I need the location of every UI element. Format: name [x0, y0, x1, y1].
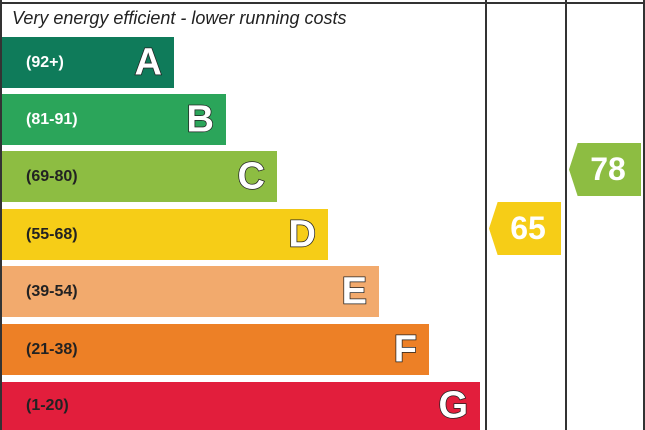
- band-letter: C: [237, 154, 266, 198]
- potential-rating-badge: 78: [569, 143, 641, 196]
- band-letter: F: [393, 327, 418, 371]
- right-border: [643, 0, 645, 430]
- band-range-label: (1-20): [26, 397, 69, 414]
- band-range-label: (39-54): [26, 282, 78, 300]
- band-range-label: (55-68): [26, 225, 78, 243]
- band-e: (39-54) E: [2, 266, 379, 317]
- band-a: (92+) A: [2, 37, 174, 88]
- band-letter: A: [134, 40, 163, 84]
- frame-left-border: [0, 0, 2, 430]
- band-range-label: (21-38): [26, 340, 78, 358]
- band-g: (1-20) G: [2, 382, 480, 430]
- band-letter: E: [341, 269, 368, 313]
- band-range-label: (92+): [26, 53, 64, 71]
- band-b: (81-91) B: [2, 94, 226, 145]
- band-range-label: (69-80): [26, 167, 78, 185]
- band-d: (55-68) D: [2, 209, 328, 260]
- band-letter: B: [186, 97, 215, 141]
- current-column-divider: [485, 0, 487, 430]
- potential-column-divider: [565, 0, 567, 430]
- band-letter: D: [288, 212, 317, 256]
- band-letter: G: [438, 384, 469, 428]
- chart-title: Very energy efficient - lower running co…: [12, 8, 347, 28]
- current-rating-badge: 65: [489, 202, 561, 255]
- band-f: (21-38) F: [2, 324, 429, 375]
- frame-top-border: [0, 2, 645, 4]
- band-c: (69-80) C: [2, 151, 277, 202]
- band-range-label: (81-91): [26, 110, 78, 128]
